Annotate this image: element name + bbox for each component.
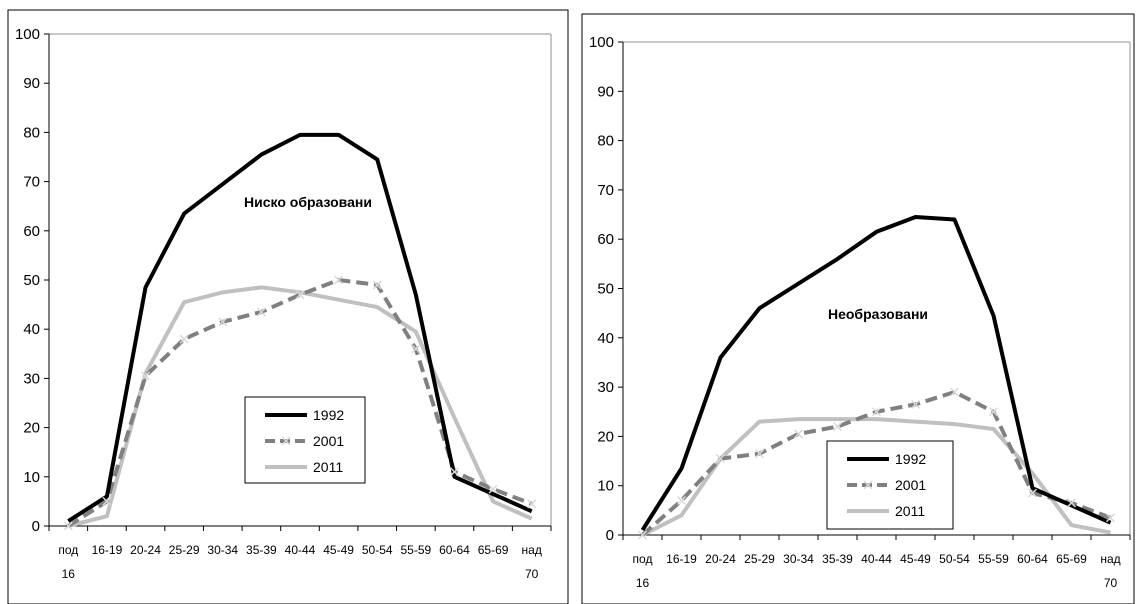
x-tick-label: 60-64 xyxy=(1017,552,1048,566)
series-marker-2001 xyxy=(334,275,344,285)
series-line-1992 xyxy=(640,215,1112,532)
series-marker-2001 xyxy=(754,449,765,459)
x-tick-label: над 70 xyxy=(1100,552,1120,590)
y-tick-label: 70 xyxy=(597,182,614,199)
y-tick-label: 100 xyxy=(15,26,40,43)
series-marker-2001 xyxy=(793,429,804,439)
series-line-2011 xyxy=(67,285,533,528)
x-tick-label: 50-54 xyxy=(362,543,393,557)
series-marker-2001 xyxy=(949,387,960,397)
x-tick-label: 60-64 xyxy=(439,543,470,557)
legend-label-1992: 1992 xyxy=(895,451,926,467)
y-tick-label: 10 xyxy=(597,478,614,495)
x-tick-label: 20-24 xyxy=(130,543,161,557)
series-marker-2001 xyxy=(715,454,726,464)
y-tick-label: 80 xyxy=(597,133,614,150)
x-tick-label: 35-39 xyxy=(246,543,277,557)
y-tick-label: 40 xyxy=(597,330,614,347)
chart-frame xyxy=(581,13,1135,604)
chart-annotation: Необразовани xyxy=(828,306,928,322)
series-marker-2001 xyxy=(102,496,112,506)
chart-annotation: Ниско образовани xyxy=(244,194,372,210)
legend-marker-2001 xyxy=(863,480,873,490)
x-tick-label: 30-34 xyxy=(783,552,814,566)
legend-marker-2001 xyxy=(281,436,291,446)
series-marker-2001 xyxy=(179,334,189,344)
series-marker-2001 xyxy=(527,499,537,509)
series-marker-2001 xyxy=(1066,498,1077,508)
series-marker-2001 xyxy=(218,317,228,327)
y-tick-label: 90 xyxy=(597,83,614,100)
x-tick-label: 16-19 xyxy=(92,543,123,557)
x-tick-label: 55-59 xyxy=(400,543,431,557)
y-tick-label: 100 xyxy=(589,34,614,51)
x-tick-label: 65-69 xyxy=(478,543,509,557)
series-marker-2001 xyxy=(256,307,266,317)
series-marker-2001 xyxy=(411,344,421,354)
series-marker-2001 xyxy=(488,484,498,494)
chart-frame xyxy=(7,9,569,604)
chart-panel-uneducated: 0 10 20 30 40 50 60 70 80 90 100 под 16 16-19 20-24 25-… xyxy=(578,0,1136,604)
series-marker-2001 xyxy=(1105,513,1116,523)
series-marker-2001 xyxy=(676,495,687,506)
y-tick-label: 0 xyxy=(606,527,614,544)
x-tick-label: 35-39 xyxy=(822,552,853,566)
y-tick-label: 20 xyxy=(597,428,614,445)
y-tick-label: 0 xyxy=(32,518,40,535)
y-tick-label: 90 xyxy=(23,75,40,92)
series-marker-2001 xyxy=(63,521,73,531)
legend-label-2001: 2001 xyxy=(313,433,344,449)
series-marker-2001 xyxy=(910,399,921,409)
x-tick-label: 25-29 xyxy=(744,552,775,566)
legend-box xyxy=(826,440,954,530)
series-line-1992 xyxy=(67,132,533,523)
y-tick-label: 80 xyxy=(23,124,40,141)
x-tick-label: 45-49 xyxy=(900,552,931,566)
series-marker-2001 xyxy=(449,467,459,477)
x-tick-label: 50-54 xyxy=(939,552,970,566)
line-chart-low-educated: 0 10 20 30 40 50 60 70 80 90 100 под 16 16-19 20-24 25-… xyxy=(7,9,569,604)
series-marker-2001 xyxy=(988,407,999,417)
x-tick-label: над 70 xyxy=(522,543,542,581)
legend-label-2011: 2011 xyxy=(895,503,925,519)
x-tick-label: 30-34 xyxy=(207,543,238,557)
line-chart-uneducated: 0 10 20 30 40 50 60 70 80 90 100 под 16 16-19 20-24 25-… xyxy=(581,13,1135,604)
y-tick-label: 30 xyxy=(597,379,614,396)
y-tick-label: 20 xyxy=(23,420,40,437)
x-tick-label: 55-59 xyxy=(978,552,1009,566)
series-marker-2001 xyxy=(295,290,305,300)
y-tick-label: 60 xyxy=(23,223,40,240)
legend-label-2011: 2011 xyxy=(313,459,343,475)
x-tick-label: 16-19 xyxy=(666,552,697,566)
series-marker-2001 xyxy=(871,407,882,417)
y-tick-label: 30 xyxy=(23,370,40,387)
legend-label-2001: 2001 xyxy=(895,477,926,493)
x-tick-label: 25-29 xyxy=(169,543,200,557)
series-marker-2001 xyxy=(372,280,382,290)
series-marker-2001 xyxy=(141,371,151,381)
chart-panel-low-educated: 0 10 20 30 40 50 60 70 80 90 100 под 16 16-19 20-24 25-… xyxy=(7,9,569,604)
y-tick-label: 40 xyxy=(23,321,40,338)
y-tick-label: 60 xyxy=(597,231,614,248)
legend-label-1992: 1992 xyxy=(313,407,344,423)
series-marker-2001 xyxy=(1027,488,1038,498)
y-tick-label: 70 xyxy=(23,174,40,191)
y-tick-label: 50 xyxy=(23,272,40,289)
y-tick-label: 10 xyxy=(23,469,40,486)
series-marker-2001 xyxy=(832,422,843,432)
x-tick-label: под 16 xyxy=(633,552,653,590)
x-tick-label: под 16 xyxy=(58,543,78,581)
series-marker-2001 xyxy=(637,530,648,540)
x-tick-label: 40-44 xyxy=(285,543,316,557)
y-tick-label: 50 xyxy=(597,281,614,298)
x-tick-label: 40-44 xyxy=(861,552,892,566)
x-tick-label: 65-69 xyxy=(1056,552,1087,566)
x-tick-label: 45-49 xyxy=(323,543,354,557)
x-tick-label: 20-24 xyxy=(705,552,736,566)
